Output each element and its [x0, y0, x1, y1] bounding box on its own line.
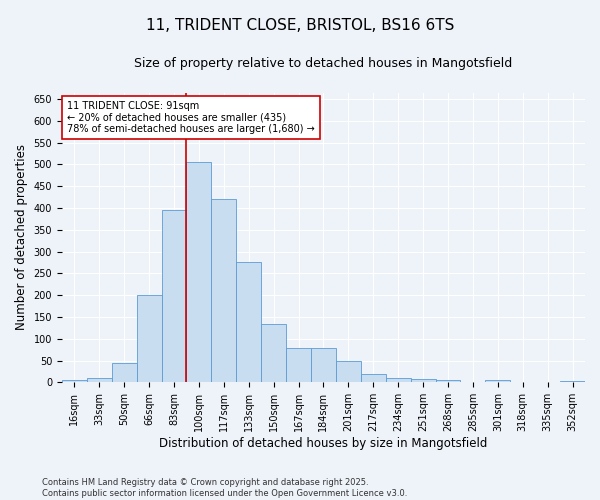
- Bar: [286, 348, 311, 382]
- Bar: [361, 374, 386, 382]
- Bar: [161, 210, 187, 382]
- X-axis label: Distribution of detached houses by size in Mangotsfield: Distribution of detached houses by size …: [159, 437, 488, 450]
- Bar: [410, 379, 436, 382]
- Bar: [436, 380, 460, 382]
- Text: Contains HM Land Registry data © Crown copyright and database right 2025.
Contai: Contains HM Land Registry data © Crown c…: [42, 478, 407, 498]
- Title: Size of property relative to detached houses in Mangotsfield: Size of property relative to detached ho…: [134, 58, 512, 70]
- Bar: [261, 324, 286, 382]
- Y-axis label: Number of detached properties: Number of detached properties: [15, 144, 28, 330]
- Bar: [187, 162, 211, 382]
- Bar: [62, 380, 87, 382]
- Bar: [386, 378, 410, 382]
- Bar: [137, 295, 161, 382]
- Text: 11, TRIDENT CLOSE, BRISTOL, BS16 6TS: 11, TRIDENT CLOSE, BRISTOL, BS16 6TS: [146, 18, 454, 32]
- Bar: [336, 360, 361, 382]
- Bar: [87, 378, 112, 382]
- Bar: [485, 380, 510, 382]
- Bar: [112, 362, 137, 382]
- Bar: [236, 262, 261, 382]
- Text: 11 TRIDENT CLOSE: 91sqm
← 20% of detached houses are smaller (435)
78% of semi-d: 11 TRIDENT CLOSE: 91sqm ← 20% of detache…: [67, 101, 315, 134]
- Bar: [311, 348, 336, 382]
- Bar: [211, 200, 236, 382]
